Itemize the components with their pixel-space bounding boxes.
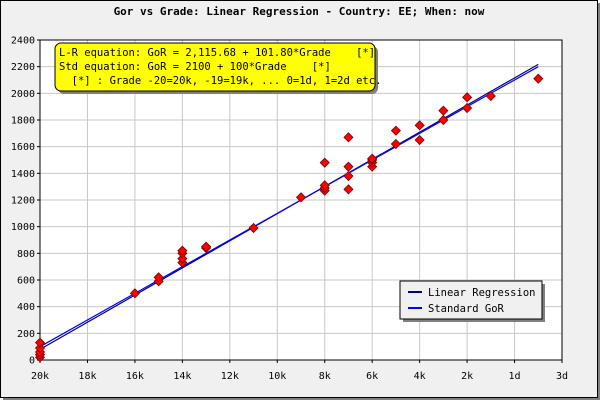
annotation-line: L-R equation: GoR = 2,115.68 + 101.80*Gr…	[59, 47, 375, 59]
y-tick-label: 200	[17, 329, 35, 340]
x-tick-label: 16k	[126, 371, 144, 382]
data-point	[34, 342, 46, 354]
y-tick-label: 2000	[11, 89, 35, 100]
data-point	[343, 170, 354, 182]
series-line	[39, 66, 539, 348]
data-point	[438, 105, 449, 116]
y-tick-label: 600	[17, 276, 35, 287]
x-tick-label: 8k	[319, 371, 331, 382]
annotation-line: Std equation: GoR = 2100 + 100*Grade [*]	[59, 61, 331, 73]
data-point	[343, 132, 354, 143]
x-tick-label: 18k	[78, 371, 96, 382]
y-tick-label: 1200	[11, 196, 35, 207]
data-point	[319, 157, 330, 168]
data-point	[295, 192, 307, 203]
y-tick-label: 1600	[11, 142, 35, 153]
y-tick-label: 2400	[11, 36, 35, 47]
data-point	[177, 245, 188, 256]
y-tick-label: 400	[17, 302, 35, 313]
legend-box	[399, 280, 543, 320]
data-point	[414, 134, 425, 146]
legend-label: Linear Regression	[428, 287, 535, 299]
data-point	[390, 138, 401, 150]
y-tick-label: 1000	[11, 222, 35, 233]
data-point	[390, 125, 401, 136]
y-tick-label: 0	[29, 356, 35, 367]
annotation-line: [*] : Grade -20=20k, -19=19k, ... 0=1d, …	[59, 75, 381, 87]
data-point	[201, 241, 212, 252]
y-tick-label: 2200	[11, 62, 35, 73]
data-point	[533, 73, 544, 84]
y-tick-label: 1800	[11, 116, 35, 127]
data-point	[177, 253, 188, 264]
data-point	[319, 180, 330, 191]
legend-label: Standard GoR	[428, 303, 505, 315]
x-tick-label: 14k	[173, 371, 191, 382]
x-tick-label: 20k	[31, 371, 49, 382]
chart-title: Gor vs Grade: Linear Regression - Countr…	[113, 5, 485, 18]
plot-border	[39, 39, 563, 361]
data-point	[343, 161, 354, 172]
x-tick-label: 2k	[461, 371, 473, 382]
x-tick-label: 1d	[509, 371, 521, 382]
data-point	[153, 272, 164, 283]
data-point	[248, 222, 259, 234]
data-point	[129, 288, 140, 299]
x-tick-label: 3d	[556, 371, 568, 382]
data-point	[438, 114, 449, 126]
data-point	[414, 120, 425, 131]
y-tick-label: 1400	[11, 169, 35, 180]
x-tick-label: 10k	[268, 371, 286, 382]
data-point	[485, 90, 496, 102]
data-point	[462, 92, 473, 103]
data-point	[343, 184, 354, 195]
x-tick-label: 12k	[221, 371, 239, 382]
y-tick-label: 800	[17, 249, 35, 260]
x-tick-label: 6k	[366, 371, 378, 382]
x-tick-label: 4k	[414, 371, 426, 382]
annotation-box	[54, 42, 376, 92]
data-point	[462, 102, 473, 114]
data-point	[367, 153, 378, 164]
data-point	[34, 337, 46, 348]
